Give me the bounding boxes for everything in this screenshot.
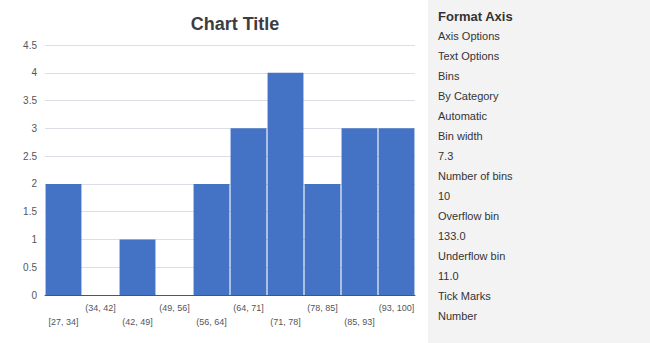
- svg-text:(56, 64]: (56, 64]: [196, 317, 227, 327]
- svg-text:0.5: 0.5: [23, 262, 37, 273]
- svg-text:Text Options: Text Options: [438, 50, 500, 62]
- svg-text:7.3: 7.3: [438, 150, 453, 162]
- svg-text:Automatic: Automatic: [438, 110, 487, 122]
- svg-text:Axis Options: Axis Options: [438, 30, 500, 42]
- svg-text:(64, 71]: (64, 71]: [233, 303, 264, 313]
- svg-text:Overflow bin: Overflow bin: [438, 210, 499, 222]
- svg-text:(42, 49]: (42, 49]: [122, 317, 153, 327]
- svg-text:3.5: 3.5: [23, 95, 37, 106]
- svg-text:Number of bins: Number of bins: [438, 170, 513, 182]
- svg-text:[27, 34]: [27, 34]: [48, 317, 78, 327]
- svg-text:Chart Title: Chart Title: [191, 14, 280, 34]
- svg-text:2: 2: [31, 178, 37, 189]
- svg-text:(34, 42]: (34, 42]: [85, 303, 116, 313]
- svg-text:Underflow bin: Underflow bin: [438, 250, 505, 262]
- svg-text:Number: Number: [438, 310, 477, 322]
- svg-text:(49, 56]: (49, 56]: [159, 303, 190, 313]
- svg-text:(85, 93]: (85, 93]: [344, 317, 375, 327]
- svg-text:1.5: 1.5: [23, 206, 37, 217]
- svg-text:(78, 85]: (78, 85]: [307, 303, 338, 313]
- svg-text:By Category: By Category: [438, 90, 499, 102]
- svg-text:Bins: Bins: [438, 70, 460, 82]
- svg-text:(71, 78]: (71, 78]: [270, 317, 301, 327]
- svg-text:133.0: 133.0: [438, 230, 466, 242]
- svg-text:1: 1: [31, 234, 37, 245]
- svg-text:10: 10: [438, 190, 450, 202]
- svg-text:11.0: 11.0: [438, 270, 459, 282]
- svg-text:Bin width: Bin width: [438, 130, 483, 142]
- svg-text:4: 4: [31, 67, 37, 78]
- svg-text:0: 0: [31, 290, 37, 301]
- svg-text:3: 3: [31, 123, 37, 134]
- svg-text:Tick Marks: Tick Marks: [438, 290, 491, 302]
- svg-text:4.5: 4.5: [23, 40, 37, 51]
- svg-text:(93, 100]: (93, 100]: [379, 303, 415, 313]
- svg-text:2.5: 2.5: [23, 151, 37, 162]
- svg-text:Format Axis: Format Axis: [438, 9, 513, 24]
